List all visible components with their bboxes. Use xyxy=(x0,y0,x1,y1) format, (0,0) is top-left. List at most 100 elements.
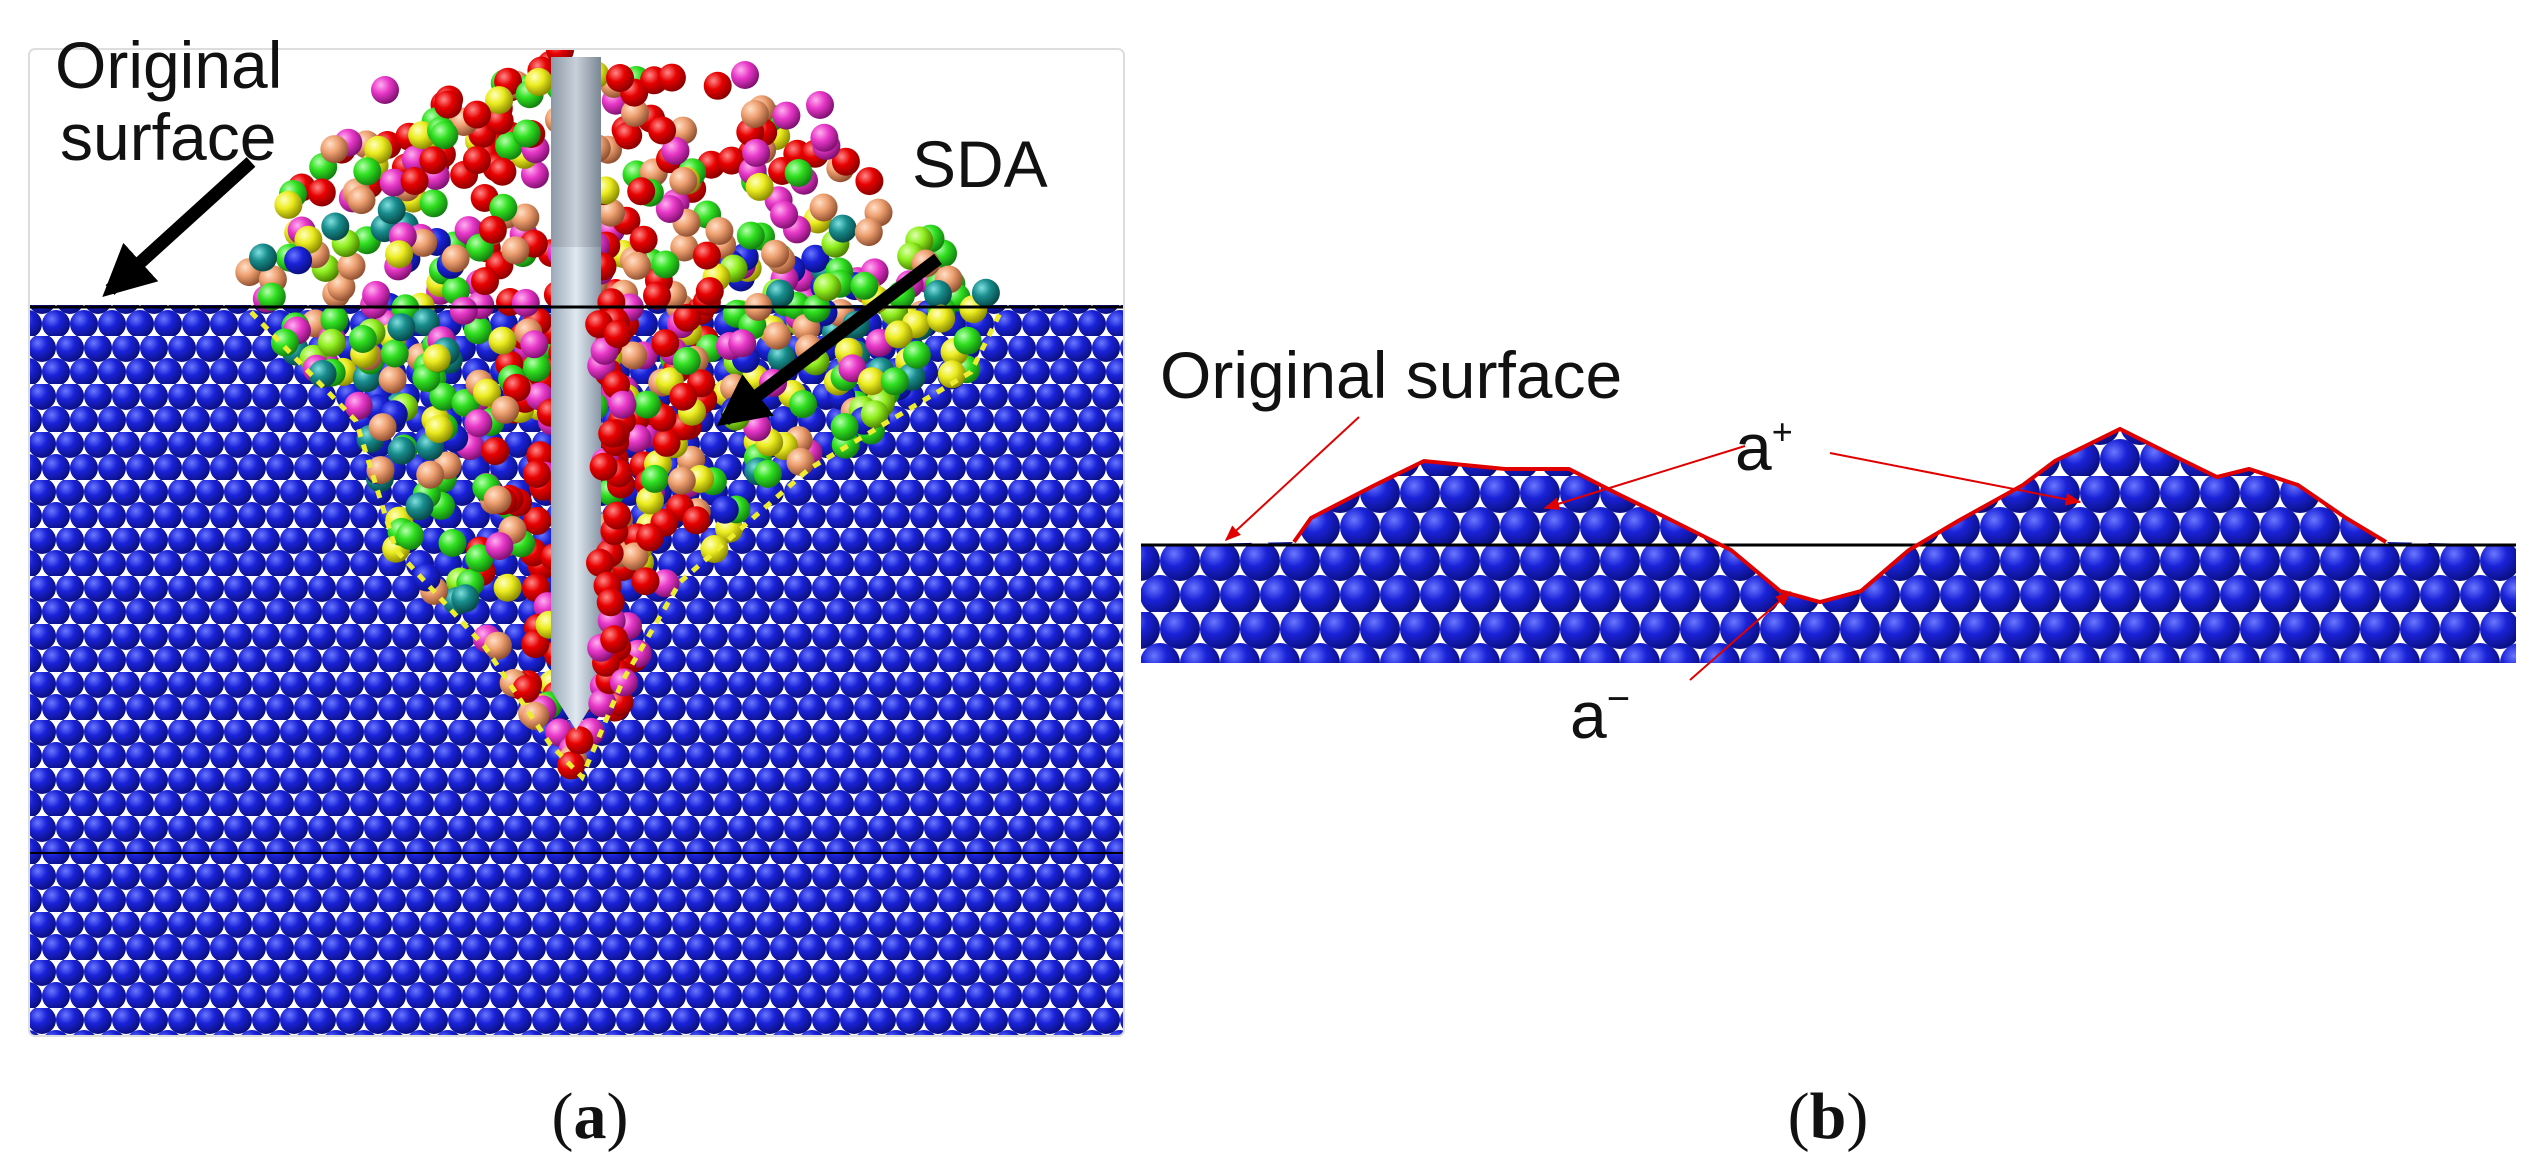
particle xyxy=(801,244,830,273)
particle xyxy=(451,584,480,613)
particle xyxy=(784,159,813,187)
particle xyxy=(652,428,681,457)
particle xyxy=(855,167,884,196)
particle xyxy=(520,330,549,359)
particle xyxy=(511,288,540,317)
particle xyxy=(703,71,732,100)
particle xyxy=(387,313,416,342)
particle xyxy=(614,121,643,150)
particle xyxy=(396,521,425,550)
particle xyxy=(380,339,409,368)
particle xyxy=(321,212,350,241)
particle xyxy=(377,196,406,225)
particle xyxy=(485,86,514,115)
particle xyxy=(742,138,771,167)
particle xyxy=(806,91,834,119)
particle xyxy=(682,506,711,535)
particle xyxy=(364,135,393,164)
particle xyxy=(880,367,909,396)
surface-profile xyxy=(1292,426,2388,605)
particle xyxy=(478,215,507,244)
particle xyxy=(449,296,478,325)
arrow xyxy=(1689,590,1792,681)
particle xyxy=(411,307,440,336)
particle xyxy=(670,233,699,262)
arrow xyxy=(1543,445,1746,510)
front-particles xyxy=(585,288,638,722)
particle xyxy=(627,177,656,206)
particle xyxy=(379,168,408,197)
particle xyxy=(464,409,493,438)
particle xyxy=(669,167,698,195)
particle xyxy=(632,390,661,419)
particle xyxy=(488,326,517,355)
particle xyxy=(429,382,458,411)
particle xyxy=(387,436,416,465)
particle xyxy=(524,67,553,96)
particle xyxy=(493,573,522,602)
particle xyxy=(661,136,690,165)
particle xyxy=(830,413,859,441)
indenter xyxy=(551,57,601,730)
particle xyxy=(337,252,366,280)
particle xyxy=(481,437,510,466)
particle xyxy=(731,61,759,89)
particle xyxy=(651,329,680,358)
particle xyxy=(770,200,799,229)
particle xyxy=(385,240,414,269)
particle xyxy=(753,459,782,488)
particle xyxy=(828,214,857,243)
particle xyxy=(588,689,617,718)
particle xyxy=(927,304,956,333)
particle xyxy=(745,172,774,201)
particle xyxy=(412,563,441,592)
caption-paren: ( xyxy=(1788,1080,1810,1153)
particle xyxy=(512,119,541,148)
particle xyxy=(640,464,669,493)
particle xyxy=(636,523,664,552)
particle xyxy=(655,195,684,223)
label: surface xyxy=(60,100,276,174)
particle xyxy=(471,267,499,296)
particle xyxy=(884,320,913,349)
caption-letter: a xyxy=(574,1080,607,1153)
particle xyxy=(651,250,680,279)
particle xyxy=(705,217,734,245)
particle xyxy=(317,328,346,357)
particle xyxy=(629,225,658,254)
arrow xyxy=(102,157,256,297)
particle xyxy=(603,320,632,349)
particle xyxy=(603,501,632,530)
particle xyxy=(308,359,337,388)
panel-a-frame xyxy=(28,48,1125,1037)
particle xyxy=(673,303,702,332)
particle xyxy=(483,631,512,660)
panel-a-image xyxy=(29,49,1124,1036)
particle xyxy=(971,278,1000,307)
particle xyxy=(511,203,540,232)
particle xyxy=(502,373,531,402)
particle xyxy=(521,630,550,659)
particle xyxy=(463,316,492,345)
particle xyxy=(424,415,453,444)
particle xyxy=(636,486,664,515)
particle xyxy=(434,90,463,119)
particle xyxy=(860,400,889,429)
particle xyxy=(608,390,637,419)
particle xyxy=(923,280,952,308)
particle xyxy=(327,273,356,301)
particle xyxy=(270,328,299,357)
particle xyxy=(347,186,376,215)
particle xyxy=(854,218,883,247)
particle xyxy=(763,321,792,350)
particle xyxy=(600,625,629,654)
particle xyxy=(667,466,696,495)
particle xyxy=(761,239,790,268)
particle xyxy=(353,157,382,186)
particle xyxy=(488,157,517,186)
particle xyxy=(430,121,459,150)
particle xyxy=(257,282,286,311)
particle xyxy=(451,388,480,417)
caption-paren: ( xyxy=(552,1080,574,1153)
